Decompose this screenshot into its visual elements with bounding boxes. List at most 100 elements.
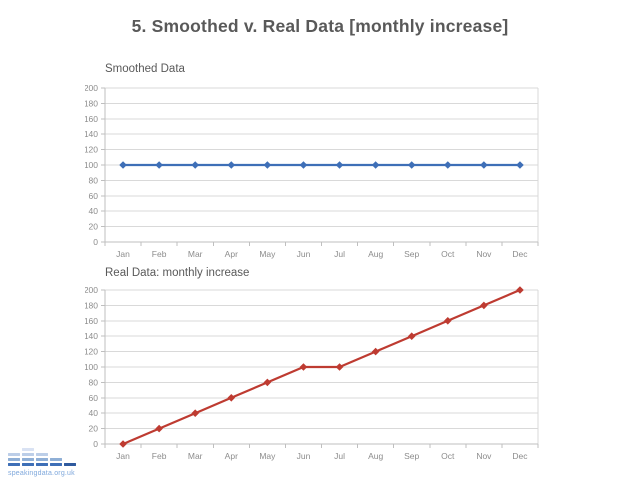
logo-bar [8, 463, 20, 466]
logo-bar [8, 453, 20, 456]
svg-text:Feb: Feb [152, 249, 167, 259]
svg-text:Aug: Aug [368, 249, 383, 259]
smoothed-chart: 0 20 40 60 80 100 120 140 160 180 200 Jan Feb Mar Apr M… [85, 83, 539, 259]
logo-bar [50, 458, 62, 461]
svg-text:200: 200 [85, 285, 98, 295]
svg-text:Nov: Nov [476, 451, 492, 461]
svg-text:120: 120 [85, 347, 98, 357]
real-chart-title: Real Data: monthly increase [105, 267, 250, 279]
svg-text:Jun: Jun [297, 249, 311, 259]
data-point-marker [155, 161, 163, 169]
svg-text:160: 160 [85, 316, 98, 326]
data-point-marker [119, 161, 127, 169]
logo-bar [22, 448, 34, 451]
data-point-marker [516, 161, 524, 169]
svg-text:140: 140 [85, 129, 98, 139]
svg-text:180: 180 [85, 300, 98, 310]
svg-text:Feb: Feb [152, 451, 167, 461]
svg-text:Oct: Oct [441, 249, 455, 259]
svg-text:20: 20 [89, 424, 99, 434]
svg-text:Jul: Jul [334, 249, 345, 259]
svg-text:Oct: Oct [441, 451, 455, 461]
logo-bar [22, 463, 34, 466]
logo-bars-icon [8, 448, 80, 468]
data-point-marker [480, 161, 488, 169]
svg-text:20: 20 [89, 222, 99, 232]
svg-text:180: 180 [85, 98, 98, 108]
slide-title: 5. Smoothed v. Real Data [monthly increa… [131, 16, 509, 36]
data-point-marker [299, 161, 308, 169]
logo-bar [36, 453, 48, 456]
x-axis-labels: Jan Feb Mar Apr May Jun Jul Aug Sep Oct Nov Dec [116, 451, 528, 461]
data-point-marker [263, 161, 272, 169]
svg-text:May: May [259, 451, 276, 461]
data-point-marker [263, 378, 272, 387]
data-point-marker [299, 363, 308, 371]
series-line [121, 288, 522, 446]
gridlines [105, 87, 538, 228]
axes [101, 87, 539, 246]
smoothed-chart-title: Smoothed Data [105, 63, 185, 75]
svg-text:May: May [259, 249, 276, 259]
svg-text:Dec: Dec [512, 451, 528, 461]
svg-text:60: 60 [89, 393, 99, 403]
real-chart: 0 20 40 60 80 100 120 140 160 180 200 Jan Feb Mar Apr M… [85, 285, 539, 461]
svg-text:Aug: Aug [368, 451, 383, 461]
logo-bar [36, 458, 48, 461]
svg-text:Dec: Dec [512, 249, 528, 259]
series-markers [119, 161, 524, 169]
svg-text:0: 0 [93, 439, 98, 449]
data-point-marker [443, 317, 452, 325]
logo-bar [36, 463, 48, 466]
logo-bar [50, 463, 62, 466]
data-point-marker [227, 161, 236, 169]
svg-text:40: 40 [89, 206, 99, 216]
svg-text:120: 120 [85, 145, 98, 155]
svg-text:100: 100 [85, 160, 98, 170]
data-point-marker [191, 161, 200, 169]
svg-text:80: 80 [89, 377, 99, 387]
svg-text:Jun: Jun [297, 451, 311, 461]
data-point-marker [407, 161, 416, 169]
svg-text:80: 80 [89, 175, 99, 185]
y-axis-labels: 0 20 40 60 80 100 120 140 160 180 200 [85, 285, 98, 449]
data-point-marker [443, 161, 452, 169]
svg-text:Jan: Jan [116, 249, 130, 259]
svg-text:Mar: Mar [188, 451, 203, 461]
logo-bar [64, 463, 76, 466]
data-point-marker [480, 301, 488, 310]
svg-text:Mar: Mar [188, 249, 203, 259]
svg-text:60: 60 [89, 191, 99, 201]
data-point-marker [155, 424, 163, 433]
data-point-marker [227, 394, 236, 402]
svg-text:Apr: Apr [225, 451, 238, 461]
svg-text:160: 160 [85, 114, 98, 124]
data-point-marker [191, 409, 200, 417]
gridlines [105, 289, 538, 430]
data-point-marker [335, 363, 344, 371]
logo-bar [22, 458, 34, 461]
data-point-marker [516, 286, 524, 294]
svg-text:Sep: Sep [404, 249, 419, 259]
data-point-marker [335, 161, 344, 169]
svg-text:200: 200 [85, 83, 98, 93]
svg-text:Apr: Apr [225, 249, 238, 259]
axes [101, 289, 539, 448]
data-point-marker [407, 332, 416, 340]
y-axis-labels: 0 20 40 60 80 100 120 140 160 180 200 [85, 83, 98, 247]
logo-text: speakingdata.org.uk [8, 470, 75, 477]
svg-text:40: 40 [89, 408, 99, 418]
svg-text:Sep: Sep [404, 451, 419, 461]
svg-text:100: 100 [85, 362, 98, 372]
svg-text:Jul: Jul [334, 451, 345, 461]
svg-text:0: 0 [93, 237, 98, 247]
svg-text:Nov: Nov [476, 249, 492, 259]
logo-bar [8, 458, 20, 461]
x-axis-labels: Jan Feb Mar Apr May Jun Jul Aug Sep Oct Nov Dec [116, 249, 528, 259]
data-point-marker [371, 161, 380, 169]
data-point-marker [371, 347, 380, 356]
logo-bar [22, 453, 34, 456]
data-point-marker [119, 440, 127, 448]
svg-text:Jan: Jan [116, 451, 130, 461]
